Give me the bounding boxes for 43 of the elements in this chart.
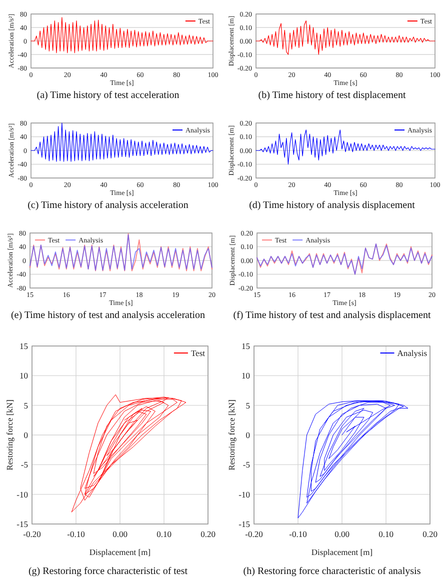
x-tick-label: 0.20 — [422, 529, 438, 539]
y-tick-label: 5 — [246, 400, 250, 410]
text: (d) Time history of analysis displacement — [249, 200, 416, 211]
line-series — [256, 244, 432, 275]
y-tick-label: 0 — [246, 430, 250, 440]
text: (h) Restoring force characteristic of analysis — [243, 566, 421, 577]
y-tick-label: 10 — [20, 370, 28, 381]
x-tick-label: 0.10 — [378, 529, 394, 539]
y-tick-label: 5 — [24, 400, 28, 410]
y-tick-label: -5 — [20, 460, 28, 470]
line-series — [298, 400, 408, 518]
y-tick-label: -15 — [238, 518, 250, 529]
x-axis-title: Displacement [m] — [89, 547, 151, 557]
x-tick-label: 0.20 — [200, 529, 216, 539]
y-tick-label: 0 — [24, 430, 28, 440]
text: (g) Restoring force characteristic of test — [28, 566, 188, 577]
legend-label: Analysis — [397, 348, 427, 358]
x-axis-title: Displacement [m] — [311, 547, 373, 557]
legend-label: Test — [190, 348, 206, 358]
y-axis-title: Restoring force [kN] — [226, 399, 237, 470]
y-tick-label: -15 — [16, 518, 28, 529]
line-series — [71, 394, 186, 512]
line-series — [30, 122, 214, 162]
text: (f) Time history of test and analysis displacement — [233, 310, 431, 321]
text: (a) Time history of test acceleration — [36, 90, 180, 101]
text: (e) Time history of test and analysis acceleration — [10, 310, 206, 321]
x-tick-label: 0.00 — [112, 529, 128, 539]
x-tick-label: -0.10 — [67, 529, 85, 539]
y-tick-label: -5 — [242, 460, 250, 470]
y-tick-label: 15 — [242, 340, 250, 351]
text: (c) Time history of analysis acceleration — [28, 200, 188, 211]
line-series — [256, 130, 436, 165]
line-series — [30, 17, 214, 54]
y-tick-label: -10 — [16, 489, 28, 500]
line-series — [256, 20, 436, 55]
y-tick-label: 10 — [242, 370, 250, 381]
y-tick-label: -10 — [238, 489, 250, 500]
y-axis-title: Restoring force [kN] — [4, 399, 15, 470]
text: (b) Time history of test displacement — [258, 90, 406, 101]
x-tick-label: 0.00 — [334, 529, 350, 539]
y-tick-label: 15 — [20, 340, 28, 351]
x-tick-label: -0.10 — [289, 529, 307, 539]
x-tick-label: 0.10 — [156, 529, 172, 539]
